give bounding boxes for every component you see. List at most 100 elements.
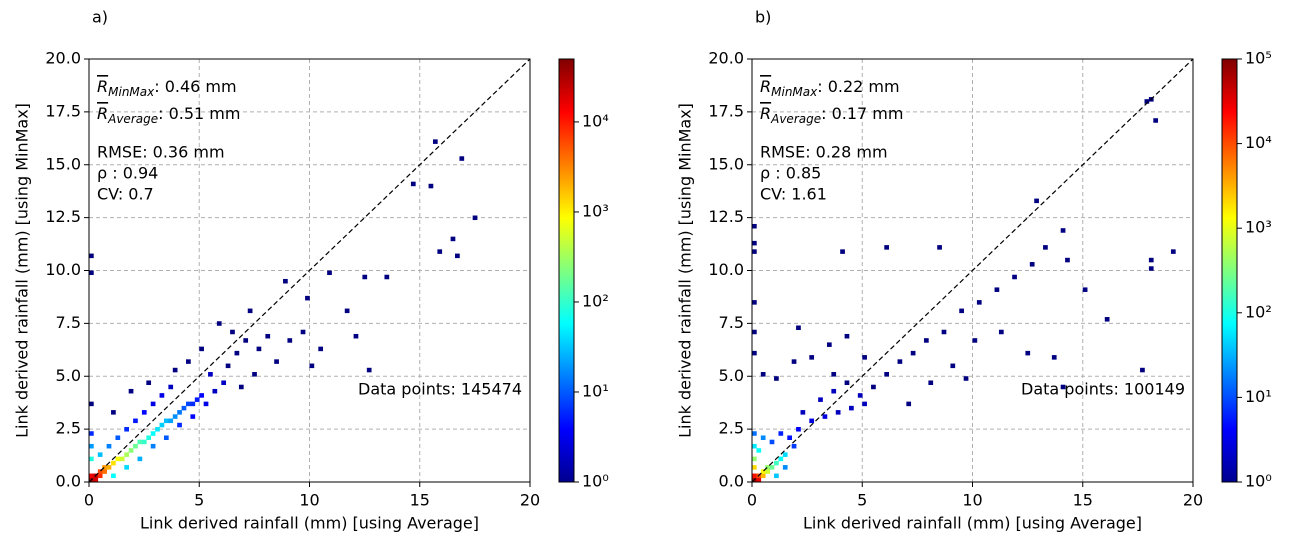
hist-cell bbox=[186, 401, 191, 407]
hist-cell bbox=[1034, 198, 1039, 204]
hist-cell bbox=[234, 350, 240, 356]
hist-cell bbox=[128, 388, 134, 394]
hist-cell bbox=[897, 359, 903, 364]
hist-cell bbox=[128, 448, 134, 453]
hist-cell bbox=[265, 333, 271, 339]
hist-cell bbox=[89, 473, 94, 479]
hist-cell bbox=[800, 410, 806, 415]
hist-cell bbox=[1153, 118, 1159, 123]
stat-value: : 0.22 mm bbox=[817, 77, 899, 96]
y-tick-label: 10.0 bbox=[708, 260, 744, 279]
hist-cell bbox=[102, 469, 107, 474]
y-tick-label: 15.0 bbox=[45, 154, 81, 173]
x-tick-label: 15 bbox=[1073, 491, 1093, 510]
hist-cell bbox=[353, 333, 359, 339]
y-tick-label: 5.0 bbox=[56, 366, 81, 385]
hist-cell bbox=[871, 384, 876, 390]
hist-cell bbox=[159, 393, 165, 398]
stat-symbol: R bbox=[760, 77, 771, 96]
hist-cell bbox=[844, 333, 850, 339]
hist-cell bbox=[809, 355, 815, 360]
hist-cell bbox=[796, 427, 801, 432]
hist-cell bbox=[89, 443, 94, 449]
x-tick-label: 10 bbox=[299, 491, 319, 510]
x-tick-label: 0 bbox=[84, 491, 94, 510]
hist-cell bbox=[760, 473, 766, 479]
hist-cell bbox=[428, 183, 434, 189]
hist-cell bbox=[137, 439, 143, 445]
hist-cell bbox=[884, 372, 890, 377]
hist-cell bbox=[168, 384, 174, 390]
colorbar-tick-label: 10³ bbox=[1245, 218, 1272, 237]
hist-cell bbox=[472, 215, 478, 221]
hist-cell bbox=[844, 380, 850, 386]
hist-cell bbox=[146, 380, 152, 386]
stat-symbol: R bbox=[97, 104, 108, 123]
hist-cell bbox=[840, 249, 845, 254]
x-tick-label: 5 bbox=[857, 491, 867, 510]
colorbar-tick-label: 10⁰ bbox=[1245, 472, 1272, 491]
hist-cell bbox=[300, 329, 306, 335]
hist-cell bbox=[124, 427, 129, 432]
colorbar-tick-label: 10⁴ bbox=[582, 111, 609, 130]
hist-cell bbox=[97, 452, 103, 457]
hist-cell bbox=[177, 422, 182, 428]
hist-cell bbox=[159, 422, 165, 428]
hist-cell bbox=[199, 393, 204, 398]
hist-cell bbox=[1025, 350, 1031, 356]
hist-cell bbox=[256, 346, 262, 352]
hist-cell bbox=[1144, 99, 1150, 104]
hist-cell bbox=[283, 278, 288, 284]
hist-cell bbox=[111, 460, 116, 466]
y-tick-label: 0.0 bbox=[56, 472, 81, 491]
hist-cell bbox=[1012, 274, 1017, 280]
hist-cell bbox=[1051, 355, 1057, 360]
hist-cell bbox=[752, 456, 757, 462]
hist-cell bbox=[150, 431, 156, 436]
stat-text: ρ : 0.94 bbox=[97, 164, 158, 183]
hist-cell bbox=[89, 253, 94, 259]
hist-cell bbox=[203, 401, 209, 407]
hist-cell bbox=[150, 401, 156, 407]
hist-cell bbox=[765, 465, 770, 470]
hist-cell bbox=[459, 156, 465, 161]
hist-cell bbox=[274, 359, 279, 364]
hist-cell bbox=[305, 295, 310, 301]
hist-cell bbox=[208, 372, 213, 377]
hist-cell bbox=[1148, 257, 1154, 263]
hist-cell bbox=[923, 338, 929, 343]
stat-text: RMinMax: 0.22 mm bbox=[760, 77, 900, 99]
hist-cell bbox=[93, 477, 99, 483]
hist-cell bbox=[818, 397, 823, 402]
hist-cell bbox=[221, 380, 227, 386]
hist-cell bbox=[831, 388, 837, 394]
data-points-label: Data points: 145474 bbox=[358, 380, 522, 399]
x-tick-label: 10 bbox=[962, 491, 982, 510]
hist-cell bbox=[137, 456, 143, 462]
y-tick-label: 0.0 bbox=[719, 472, 744, 491]
hist-cell bbox=[115, 456, 121, 462]
stat-text: CV: 1.61 bbox=[760, 185, 827, 204]
stat-subscript: Average bbox=[107, 112, 158, 126]
hist-cell bbox=[155, 427, 160, 432]
hist-cell bbox=[1170, 249, 1176, 254]
y-tick-label: 2.5 bbox=[56, 419, 81, 438]
hist-cell bbox=[791, 443, 797, 449]
stat-text: RMSE: 0.28 mm bbox=[760, 143, 888, 162]
colorbar-tick-label: 10⁴ bbox=[1245, 133, 1272, 152]
y-axis-label: Link derived rainfall (mm) [using MinMax… bbox=[676, 103, 695, 438]
x-tick-label: 20 bbox=[1183, 491, 1203, 510]
hist-cell bbox=[752, 350, 757, 356]
hist-cell bbox=[177, 410, 182, 415]
hist-cell bbox=[115, 435, 121, 440]
hist-cell bbox=[97, 473, 103, 479]
stat-text: CV: 0.7 bbox=[97, 185, 154, 204]
hist-cell bbox=[760, 372, 766, 377]
hist-cell bbox=[963, 376, 969, 381]
data-points-label: Data points: 100149 bbox=[1021, 380, 1185, 399]
x-axis-label: Link derived rainfall (mm) [using Averag… bbox=[803, 514, 1142, 533]
hist-cell bbox=[809, 418, 815, 424]
hist-cell bbox=[230, 329, 235, 335]
y-tick-label: 20.0 bbox=[708, 49, 744, 68]
